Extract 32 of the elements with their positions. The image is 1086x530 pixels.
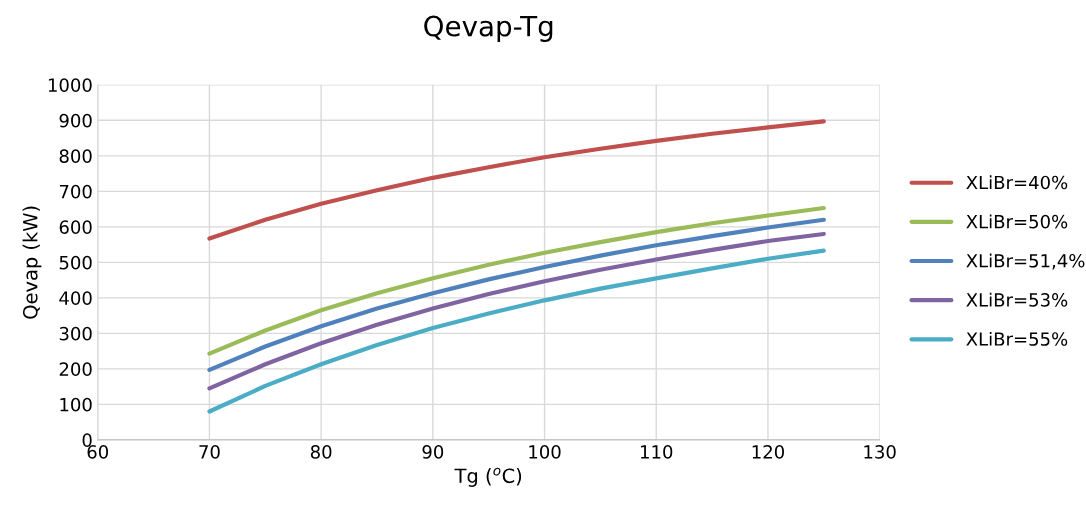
x-tick-label: 60 xyxy=(87,445,109,459)
x-tick-label: 80 xyxy=(310,445,332,459)
line-series xyxy=(207,231,826,391)
line-series xyxy=(207,248,826,414)
y-tick-label: 500 xyxy=(59,255,92,270)
y-tick-label: 400 xyxy=(59,291,92,305)
y-tick-label: 600 xyxy=(59,220,92,234)
x-tick-label: 70 xyxy=(199,445,220,459)
legend-label: XLiBr=50% xyxy=(966,214,1068,229)
y-tick-label: 700 xyxy=(59,184,92,199)
y-tick-label: 300 xyxy=(59,326,92,341)
legend-label: XLiBr=55% xyxy=(966,331,1068,346)
line-series xyxy=(207,119,826,241)
y-tick-label: 800 xyxy=(59,149,92,163)
y-tick-label: 100 xyxy=(60,397,92,412)
y-axis-title: Qevap (kW) xyxy=(22,206,42,319)
line-series xyxy=(207,217,826,373)
y-tick-label: 200 xyxy=(59,362,92,376)
x-tick-label: 100 xyxy=(529,445,561,459)
legend-label: XLiBr=51,4% xyxy=(966,253,1085,270)
x-axis-title: Tg ($^{o}$C) xyxy=(454,467,522,487)
x-tick-label: 90 xyxy=(422,445,444,459)
chart-title: Qevap-Tg xyxy=(424,15,553,42)
y-tick-label: 0 xyxy=(82,433,92,448)
x-tick-label: 120 xyxy=(752,445,784,459)
legend-label: XLiBr=53% xyxy=(966,292,1068,307)
line-series xyxy=(207,205,826,356)
y-tick-label: 900 xyxy=(59,113,92,128)
y-tick-label: 1000 xyxy=(48,78,92,92)
x-tick-label: 130 xyxy=(864,445,896,459)
legend-label: XLiBr=40% xyxy=(966,175,1068,190)
x-tick-label: 110 xyxy=(641,445,673,459)
